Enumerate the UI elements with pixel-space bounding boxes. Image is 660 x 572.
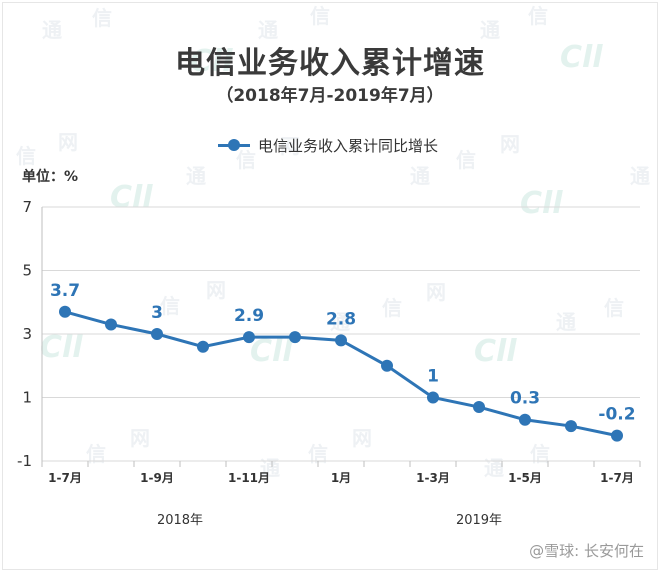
data-point — [381, 359, 393, 372]
watermark-text: 通 — [42, 18, 62, 42]
watermark-text: 网 — [280, 134, 300, 158]
x-tick-label: 1-9月 — [140, 471, 174, 485]
y-tick-label: -1 — [17, 452, 32, 470]
watermark-text: 信 — [456, 148, 476, 172]
data-label: 2.9 — [234, 306, 264, 326]
watermark-logo: Cll — [40, 330, 83, 365]
data-label: 3.7 — [50, 281, 80, 301]
data-label: 2.8 — [326, 309, 356, 329]
watermark-text: 通 — [410, 164, 430, 188]
watermark-logo: Cll — [110, 180, 153, 215]
watermark-logo: Cll — [474, 334, 517, 369]
x-tick-label: 1月 — [331, 471, 351, 485]
chart-legend: 电信业务收入累计同比增长 — [218, 135, 438, 155]
legend-swatch — [218, 135, 250, 155]
watermark-text: 通 — [186, 164, 206, 188]
watermark-text: 通 — [480, 18, 500, 42]
watermark-logo: Cll — [560, 40, 603, 75]
y-tick-label: 5 — [22, 262, 32, 280]
data-point — [59, 305, 71, 318]
watermark-text: 信 — [604, 296, 624, 320]
x-tick-label: 1-11月 — [228, 471, 270, 485]
data-label: 1 — [427, 367, 439, 387]
watermark-text: 信 — [382, 296, 402, 320]
data-point — [473, 401, 485, 414]
watermark-text: 信 — [530, 442, 550, 466]
x-tick-label: 1-5月 — [508, 471, 542, 485]
data-point — [611, 429, 623, 442]
credit-text: @雪球: 长安何在 — [529, 542, 644, 560]
watermark-text: 通 — [484, 456, 504, 480]
watermark-text: 通 — [630, 164, 650, 188]
watermark-text: 信 — [16, 144, 36, 168]
watermark-text: 网 — [352, 426, 372, 450]
data-label: 3 — [151, 303, 163, 323]
watermark-text: 通 — [258, 18, 278, 42]
data-point — [519, 413, 531, 426]
data-point — [105, 318, 117, 331]
watermark-text: 通 — [260, 456, 280, 480]
x-tick-label: 1-3月 — [416, 471, 450, 485]
watermark-logo: Cll — [190, 44, 233, 79]
data-label: -0.2 — [598, 405, 635, 425]
watermark-logo: Cll — [250, 334, 293, 369]
data-point — [151, 328, 163, 340]
watermark-text: 信 — [236, 148, 256, 172]
watermark-text: 网 — [58, 130, 78, 154]
series-line — [64, 310, 618, 438]
x-year-label: 2019年 — [456, 513, 502, 528]
data-point — [197, 340, 209, 353]
watermark-text: 信 — [310, 4, 330, 28]
watermark-text: 网 — [426, 280, 446, 304]
watermark-logo: Cll — [520, 186, 563, 221]
data-label: 0.3 — [510, 389, 540, 409]
watermark-text: 信 — [308, 442, 328, 466]
data-point — [427, 391, 439, 404]
y-tick-label: 1 — [22, 389, 32, 407]
legend-label: 电信业务收入累计同比增长 — [258, 136, 439, 155]
watermark-text: 信 — [528, 4, 548, 28]
y-axis-unit-label: 单位：% — [22, 169, 79, 185]
watermark-text: 信 — [160, 294, 180, 318]
watermark-text: 信 — [86, 442, 106, 466]
watermark-text: 网 — [206, 278, 226, 302]
watermark-text: 信 — [92, 6, 112, 30]
watermark-text: 网 — [500, 132, 520, 156]
x-tick-label: 1-7月 — [48, 471, 82, 485]
watermark-text: 网 — [130, 426, 150, 450]
x-year-label: 2018年 — [157, 513, 203, 528]
data-point — [565, 420, 577, 433]
data-point — [243, 331, 255, 344]
watermark-text: 通 — [556, 310, 576, 334]
data-point — [289, 331, 301, 344]
y-tick-label: 7 — [22, 198, 32, 216]
y-tick-label: 3 — [22, 325, 32, 343]
watermark-text: 通 — [330, 310, 350, 334]
x-tick-label: 1-7月 — [600, 471, 634, 485]
data-point — [335, 334, 347, 347]
chart-subtitle: （2018年7月-2019年7月） — [216, 86, 444, 106]
chart-title: 电信业务收入累计增速 — [175, 46, 485, 81]
